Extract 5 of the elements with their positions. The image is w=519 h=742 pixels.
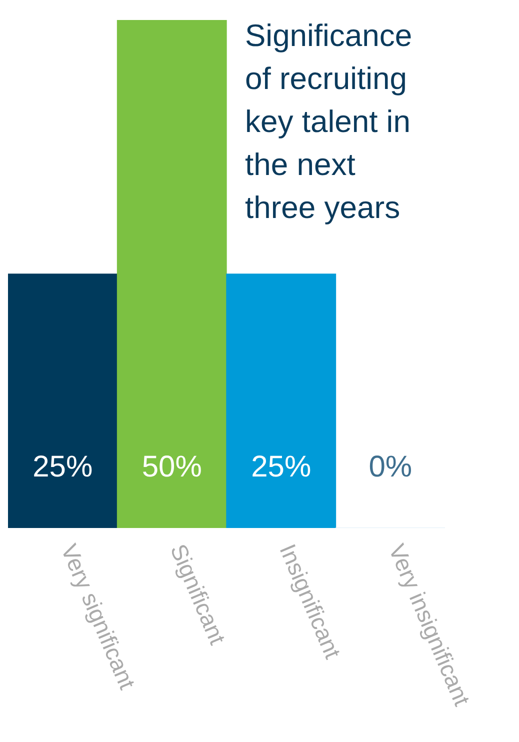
- text: Significance of recruiting key talent in the next three years: [245, 17, 414, 227]
- data-label: 25%: [32, 450, 93, 484]
- data-label: 50%: [142, 450, 202, 484]
- data-label: 25%: [251, 450, 312, 484]
- data-label: 0%: [368, 450, 412, 484]
